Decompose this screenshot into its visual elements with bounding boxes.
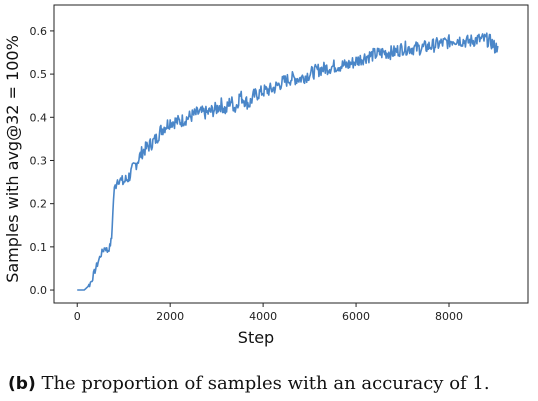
x-tick-label: 8000 (435, 310, 463, 323)
y-axis-label: Samples with avg@32 = 100% (3, 35, 22, 283)
line-chart: 0 2000 4000 6000 8000 0.0 0.1 0.2 0.3 0.4 0.5 0.6 St… (3, 4, 529, 347)
y-tick-label: 0.6 (30, 25, 48, 38)
series-line-0 (77, 32, 499, 291)
y-tick-label: 0.1 (30, 241, 48, 254)
x-tick-label: 2000 (156, 310, 184, 323)
y-tick-label: 0.4 (30, 111, 48, 124)
y-tick-label: 0.3 (30, 154, 48, 167)
plot-frame (53, 4, 529, 304)
plot-area: 0 2000 4000 6000 8000 0.0 0.1 0.2 0.3 0.4 0.5 0.6 St… (3, 4, 529, 347)
y-tick-label: 0.2 (30, 198, 48, 211)
caption-text: The proportion of samples with an accura… (41, 373, 490, 394)
x-tick-label: 6000 (342, 310, 370, 323)
x-tick-label: 4000 (249, 310, 277, 323)
y-tick-label: 0.0 (30, 284, 48, 297)
y-tick-label: 0.5 (30, 68, 48, 81)
figure-caption: (b) The proportion of samples with an ac… (8, 373, 536, 394)
x-tick-label: 0 (74, 310, 81, 323)
x-axis-label: Step (238, 328, 274, 347)
caption-tag: (b) (8, 374, 36, 394)
